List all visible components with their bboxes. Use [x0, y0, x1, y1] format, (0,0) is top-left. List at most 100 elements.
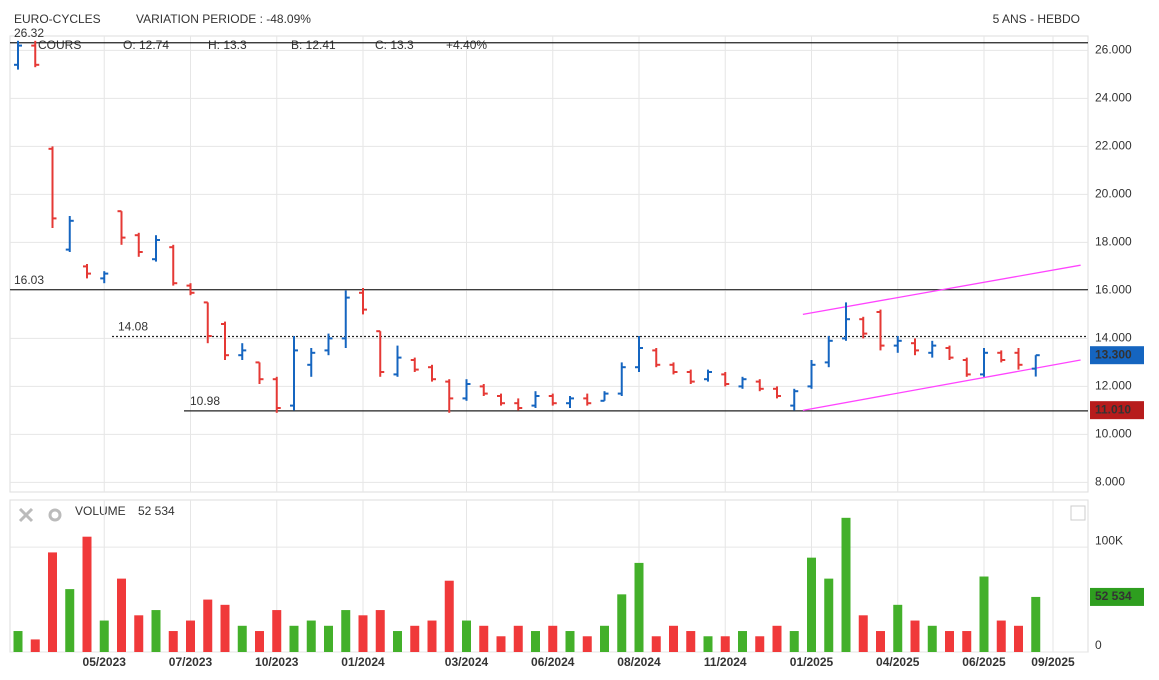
volume-bar	[720, 636, 730, 652]
chart-subtitle: VARIATION PERIODE : -48.09%	[136, 12, 311, 26]
checkbox[interactable]	[1070, 505, 1086, 521]
volume-bar	[772, 625, 782, 652]
volume-tag-label: 52 534	[1095, 589, 1132, 603]
volume-bar	[99, 620, 109, 652]
volume-bar	[48, 552, 57, 652]
price-tag	[1090, 401, 1144, 420]
volume-bar	[755, 636, 765, 652]
volume-tag	[1090, 587, 1144, 606]
volume-bar	[479, 625, 489, 652]
volume-bar	[669, 625, 678, 652]
volume-bar	[427, 620, 437, 652]
volume-bar	[220, 604, 230, 652]
y-tick-label: 0	[1095, 638, 1102, 652]
y-tick-label: 26.000	[1095, 43, 1132, 57]
x-tick-label: 10/2023	[255, 655, 299, 669]
volume-bar	[289, 625, 299, 652]
volume-bar	[548, 625, 558, 652]
level-label: 10.98	[190, 394, 220, 408]
volume-bar	[30, 639, 40, 652]
close-icon[interactable]	[18, 507, 34, 523]
info-text: +4.40%	[446, 38, 487, 52]
price-panel	[9, 35, 1089, 493]
y-tick-label: 14.000	[1095, 331, 1132, 345]
x-tick-label: 06/2024	[531, 655, 575, 669]
volume-bar	[807, 557, 816, 652]
volume-bar	[979, 576, 989, 652]
volume-bar	[1031, 596, 1041, 652]
volume-bar	[945, 631, 954, 652]
volume-bar	[306, 620, 316, 652]
x-tick-label: 09/2025	[1031, 655, 1075, 669]
info-text: H: 13.3	[208, 38, 247, 52]
x-tick-label: 04/2025	[876, 655, 920, 669]
volume-bar	[565, 631, 575, 652]
y-tick-label: 18.000	[1095, 235, 1132, 249]
volume-bar	[168, 631, 178, 652]
volume-bar	[600, 625, 609, 652]
volume-bar	[375, 610, 385, 652]
volume-bar	[738, 631, 747, 652]
volume-bar	[496, 636, 506, 652]
volume-bar	[151, 610, 161, 652]
volume-bar	[824, 578, 834, 652]
y-tick-label: 16.000	[1095, 283, 1132, 297]
chart-title: EURO-CYCLES	[14, 12, 101, 26]
volume-bar	[393, 631, 402, 652]
x-tick-label: 01/2024	[341, 655, 385, 669]
x-tick-label: 03/2024	[445, 655, 489, 669]
volume-bar	[13, 631, 23, 652]
volume-bar	[582, 636, 592, 652]
volume-bar	[1014, 625, 1023, 652]
y-tick-label: 24.000	[1095, 91, 1132, 105]
volume-bar	[996, 620, 1006, 652]
volume-bar	[462, 620, 471, 652]
x-tick-label: 06/2025	[962, 655, 1006, 669]
volume-bar	[927, 625, 937, 652]
volume-bar	[65, 589, 75, 652]
y-tick-label: 100K	[1095, 533, 1123, 547]
volume-last: 52 534	[138, 504, 175, 518]
volume-bar	[686, 631, 696, 652]
volume-bar	[531, 631, 540, 652]
volume-bar	[117, 578, 126, 652]
volume-bar	[651, 636, 661, 652]
volume-bar	[82, 536, 92, 652]
volume-bar	[186, 620, 195, 652]
volume-bar	[272, 610, 282, 652]
price-tag-label: 13.300	[1095, 347, 1132, 361]
price-tag-label: 11.010	[1095, 402, 1131, 416]
volume-bar	[841, 517, 851, 652]
info-text: C: 13.3	[375, 38, 414, 52]
level-label: 26.32	[14, 26, 44, 40]
volume-bar	[858, 615, 868, 652]
info-text: O: 12.74	[123, 38, 169, 52]
volume-bar	[617, 594, 627, 652]
volume-bar	[789, 631, 799, 652]
x-tick-label: 07/2023	[169, 655, 213, 669]
x-tick-label: 01/2025	[790, 655, 834, 669]
level-label: 16.03	[14, 273, 44, 287]
info-text: COURS	[38, 38, 81, 52]
x-tick-label: 08/2024	[617, 655, 661, 669]
y-tick-label: 20.000	[1095, 187, 1132, 201]
volume-bar	[876, 631, 885, 652]
volume-bar	[513, 625, 523, 652]
volume-bar	[410, 625, 420, 652]
volume-bar	[444, 580, 454, 652]
y-tick-label: 10.000	[1095, 427, 1132, 441]
price-tag	[1090, 346, 1144, 365]
volume-bar	[358, 615, 368, 652]
period: 5 ANS - HEBDO	[993, 12, 1080, 26]
y-tick-label: 8.000	[1095, 475, 1125, 489]
volume-bar	[134, 615, 144, 652]
volume-bar	[910, 620, 920, 652]
volume-bar	[255, 631, 264, 652]
volume-bar	[962, 631, 972, 652]
y-tick-label: 22.000	[1095, 139, 1132, 153]
volume-bar	[341, 610, 351, 652]
volume-bar	[237, 625, 247, 652]
volume-bar	[634, 562, 644, 652]
settings-icon[interactable]	[48, 508, 62, 522]
